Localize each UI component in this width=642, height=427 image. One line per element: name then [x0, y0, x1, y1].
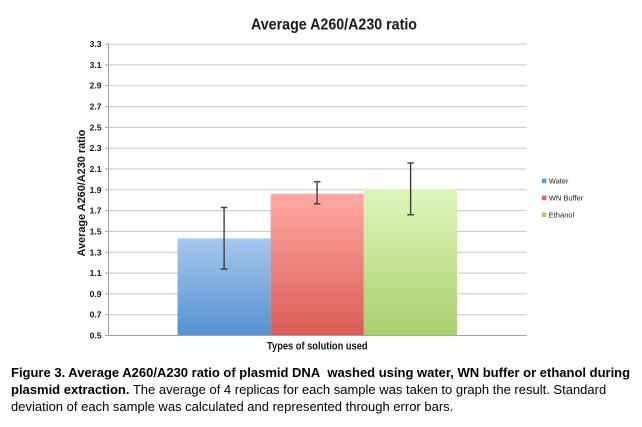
svg-text:1.3: 1.3 [90, 247, 102, 257]
svg-text:1.9: 1.9 [90, 185, 102, 195]
svg-text:1.1: 1.1 [90, 268, 102, 278]
svg-text:3.3: 3.3 [90, 39, 102, 49]
svg-text:0.7: 0.7 [90, 310, 102, 320]
svg-text:3.1: 3.1 [90, 60, 102, 70]
svg-text:1.7: 1.7 [90, 206, 102, 216]
svg-text:Average A260/A230 ratio: Average A260/A230 ratio [251, 16, 417, 33]
svg-text:2.5: 2.5 [90, 122, 102, 132]
svg-text:Types of solution used: Types of solution used [267, 341, 368, 353]
svg-text:Average A260/A230 ratio: Average A260/A230 ratio [76, 129, 88, 256]
svg-text:2.1: 2.1 [90, 164, 102, 174]
svg-text:2.7: 2.7 [90, 102, 102, 112]
svg-text:Ethanol: Ethanol [549, 211, 575, 220]
svg-text:1.5: 1.5 [90, 226, 102, 236]
svg-text:2.9: 2.9 [90, 81, 102, 91]
svg-text:Water: Water [549, 177, 569, 186]
svg-text:WN Buffer: WN Buffer [549, 194, 584, 203]
svg-text:2.3: 2.3 [90, 143, 102, 153]
svg-text:0.9: 0.9 [90, 289, 102, 299]
svg-text:0.5: 0.5 [90, 331, 102, 341]
